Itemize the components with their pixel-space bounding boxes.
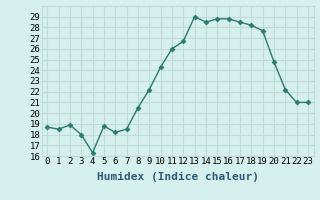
- X-axis label: Humidex (Indice chaleur): Humidex (Indice chaleur): [97, 172, 259, 182]
